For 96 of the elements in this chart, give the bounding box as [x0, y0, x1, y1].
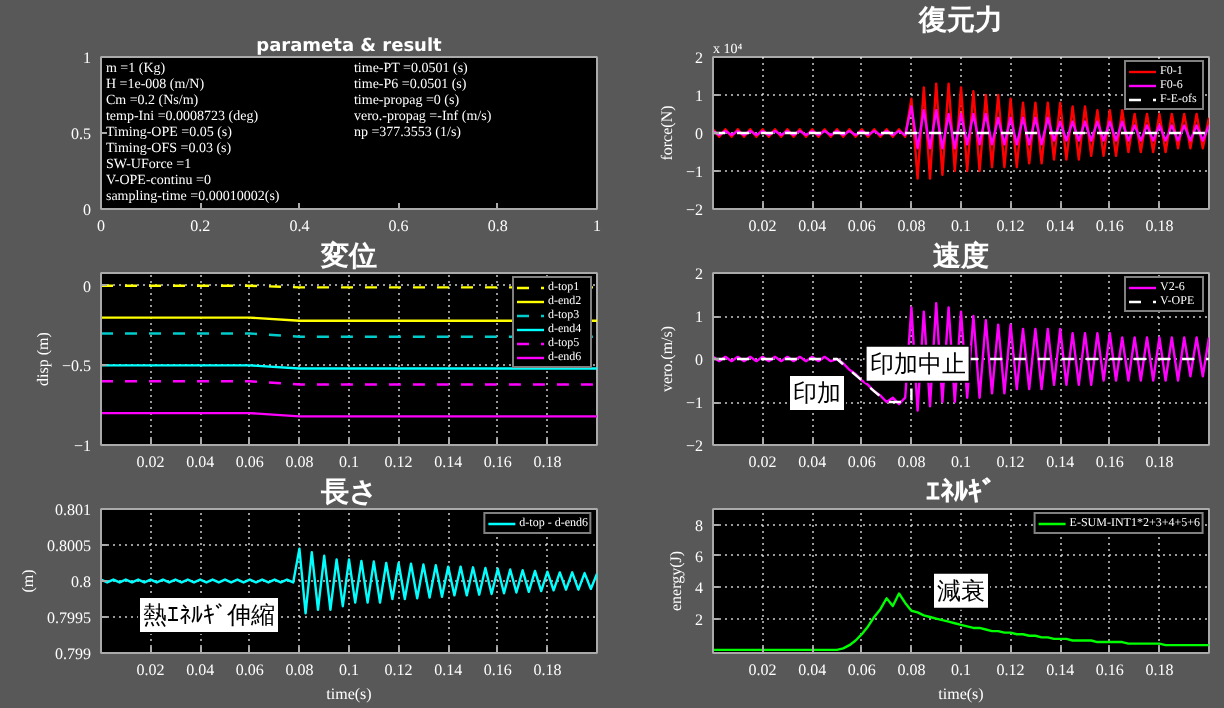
annotation: 熱ｴﾈﾙｷﾞ伸縮: [143, 601, 275, 629]
x-tick-label: 0.02: [136, 453, 165, 471]
x-tick-label: 0.04: [186, 661, 215, 679]
x-tick-label: 0.08: [897, 453, 926, 471]
y-tick-label: 0.801: [55, 501, 91, 519]
x-tick-label: 0.1: [951, 453, 971, 471]
x-tick-label: 0.06: [847, 453, 876, 471]
y-tick-label: 0: [83, 277, 91, 296]
x-tick-label: 0.02: [748, 453, 777, 471]
annotation: 減衰: [937, 576, 985, 605]
chart-title: ｴﾈﾙｷﾞ: [926, 477, 996, 509]
chart-title: 速度: [931, 239, 989, 273]
line-series: [713, 82, 1209, 180]
x-tick-label: 0.08: [285, 453, 314, 471]
y-axis-title: disp (m): [33, 331, 52, 386]
x-tick-label: 0.8: [487, 217, 508, 235]
x-tick-label: 0.1: [339, 453, 359, 471]
y-axis-title: (m): [19, 568, 37, 593]
y-tick-label: 4: [695, 579, 703, 598]
x-tick-label: 0.18: [533, 661, 562, 679]
y-tick-label: −1: [685, 394, 704, 412]
x-tick-label: 0.16: [1095, 217, 1124, 235]
x-tick-label: 0.12: [996, 661, 1025, 679]
x-tick-label: 0.2: [190, 217, 211, 235]
y-tick-label: 0: [695, 125, 703, 143]
x-tick-label: 0.1: [339, 661, 359, 679]
x-tick-label: 0.04: [798, 217, 827, 235]
y-tick-label: 2: [695, 49, 703, 67]
x-tick-label: 0.12: [384, 661, 413, 679]
y-tick-label: 1: [83, 49, 91, 67]
y-tick-label: −2: [685, 201, 704, 219]
chart-title: parameta & result: [256, 37, 444, 57]
x-tick-label: 0.18: [1145, 217, 1174, 235]
line-series: [713, 301, 1209, 412]
x-tick-label: 0.18: [1145, 661, 1174, 679]
chart-title: 復元力: [917, 5, 1003, 37]
x-tick-label: 0.14: [1046, 453, 1075, 471]
x-tick-label: 0.08: [897, 661, 926, 679]
y-axis-title: energy(J): [667, 550, 685, 612]
x-tick-label: 0: [97, 217, 105, 235]
x-tick-label: 0.04: [798, 453, 827, 471]
y-tick-label: 0: [695, 351, 703, 369]
x-tick-label: 1: [593, 217, 601, 235]
y-tick-label: −1: [73, 437, 92, 455]
x-tick-label: 0.14: [434, 661, 463, 679]
line-series: [713, 105, 1209, 150]
x-tick-label: 0.16: [483, 661, 512, 679]
y-axis-title: force(N): [657, 104, 676, 161]
x-axis-title: time(s): [938, 685, 985, 703]
x-tick-label: 0.04: [186, 453, 215, 471]
x-tick-label: 0.1: [951, 217, 971, 235]
y-tick-label: 0.8005: [47, 537, 91, 555]
x-tick-label: 0.12: [996, 217, 1025, 235]
x-axis-title: time(s): [326, 685, 373, 703]
y-tick-label: 0: [83, 201, 91, 219]
x-tick-label: 0.16: [483, 453, 512, 471]
x-tick-label: 0.06: [235, 453, 264, 471]
x-tick-label: 0.12: [384, 453, 413, 471]
y-tick-label: 1: [695, 87, 703, 105]
x-tick-label: 0.06: [235, 661, 264, 679]
x-tick-label: 0.14: [434, 453, 463, 471]
x-tick-label: 0.1: [951, 661, 971, 679]
y-tick-label: 2: [695, 265, 703, 283]
x-tick-label: 0.04: [798, 661, 827, 679]
x-tick-label: 0.6: [388, 217, 409, 235]
y-tick-label: −1: [685, 163, 704, 181]
x-tick-label: 0.4: [289, 217, 310, 235]
annotation: 印加中止: [869, 349, 966, 378]
x-tick-label: 0.08: [897, 217, 926, 235]
y-tick-label: 1: [695, 308, 703, 326]
y-tick-label: −0.5: [61, 357, 92, 376]
y-tick-label: 6: [695, 547, 703, 566]
y-tick-label: 0.5: [71, 125, 91, 143]
x-tick-label: 0.12: [996, 453, 1025, 471]
y-tick-label: 0.8: [71, 573, 91, 591]
x-tick-label: 0.18: [1145, 453, 1174, 471]
x-tick-label: 0.14: [1046, 661, 1075, 679]
chart-title: 変位: [319, 239, 377, 273]
x-tick-label: 0.06: [847, 217, 876, 235]
x-tick-label: 0.02: [748, 217, 777, 235]
x-tick-label: 0.16: [1095, 453, 1124, 471]
x-tick-label: 0.06: [847, 661, 876, 679]
x-tick-label: 0.02: [748, 661, 777, 679]
x-tick-label: 0.02: [136, 661, 165, 679]
y-tick-label: 0.799: [55, 645, 91, 663]
chart-title: 長さ: [319, 477, 377, 509]
annotation: 印加: [793, 379, 841, 407]
y-tick-label: 0.7995: [47, 609, 91, 627]
y-axis-title: vero.(m/s): [657, 325, 676, 393]
y-tick-label: −2: [685, 437, 704, 455]
x-tick-label: 0.08: [285, 661, 314, 679]
x-tick-label: 0.14: [1046, 217, 1075, 235]
y-tick-label: 2: [695, 610, 703, 629]
y-tick-label: 8: [695, 516, 703, 535]
x-tick-label: 0.18: [533, 453, 562, 471]
x-tick-label: 0.16: [1095, 661, 1124, 679]
